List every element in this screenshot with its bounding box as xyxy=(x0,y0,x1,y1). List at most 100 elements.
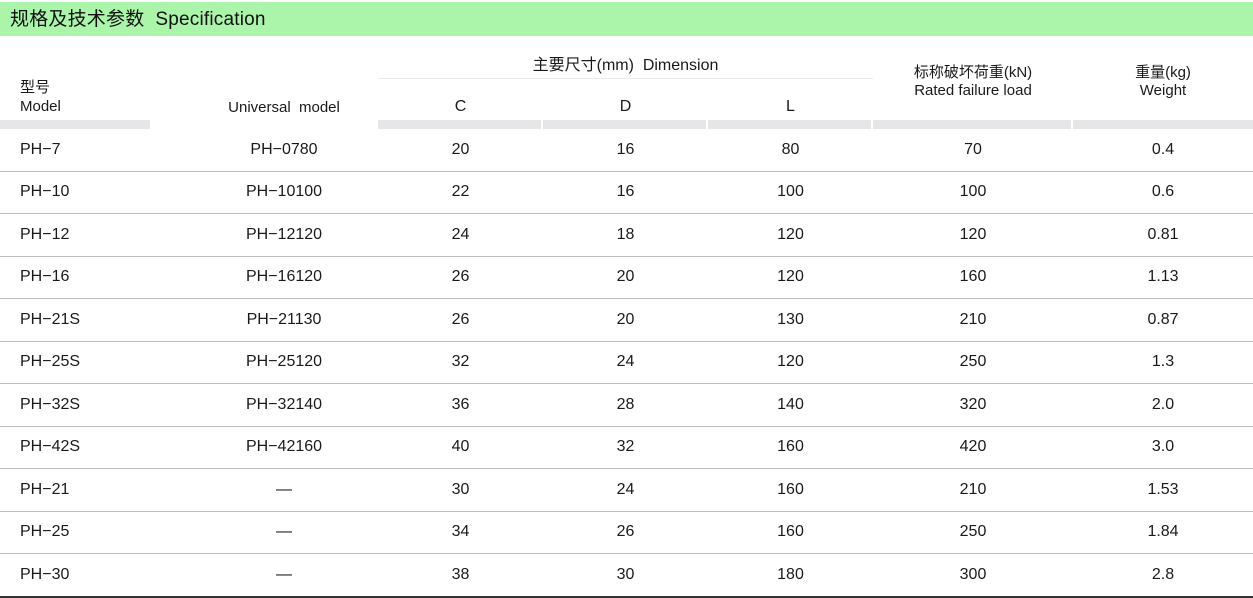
divider-segment-model xyxy=(0,120,190,129)
table-row: PH−32S PH−32140 36 28 140 320 2.0 xyxy=(0,383,1253,427)
column-header-universal: Universal model xyxy=(190,44,378,120)
cell-l: 100 xyxy=(708,171,874,214)
cell-c: 38 xyxy=(378,553,543,598)
header-divider-bar xyxy=(0,120,1253,129)
cell-universal: — xyxy=(190,511,378,554)
cell-weight: 0.81 xyxy=(1073,213,1253,257)
cell-model: PH−12 xyxy=(0,213,190,257)
cell-d: 24 xyxy=(543,341,708,384)
cell-universal: PH−25120 xyxy=(190,341,378,384)
cell-universal: — xyxy=(190,468,378,512)
cell-c: 30 xyxy=(378,468,543,512)
cell-model: PH−30 xyxy=(0,553,190,598)
cell-weight: 1.13 xyxy=(1073,256,1253,299)
column-header-d: D xyxy=(619,98,632,115)
table-row: PH−16 PH−16120 26 20 120 160 1.13 xyxy=(0,256,1253,299)
cell-c: 32 xyxy=(378,341,543,384)
cell-weight: 3.0 xyxy=(1073,426,1253,469)
cell-d: 32 xyxy=(543,426,708,469)
table-row: PH−25S PH−25120 32 24 120 250 1.3 xyxy=(0,341,1253,384)
header-sub-row: C D L xyxy=(0,79,1253,121)
cell-universal: PH−0780 xyxy=(190,129,378,172)
cell-c: 26 xyxy=(378,298,543,342)
cell-weight: 1.53 xyxy=(1073,468,1253,512)
cell-d: 18 xyxy=(543,213,708,257)
divider-segment-c xyxy=(378,120,543,129)
table-body: PH−7 PH−0780 20 16 80 70 0.4 PH−10 PH−10100 22 16 1… xyxy=(0,129,1253,598)
cell-c: 36 xyxy=(378,383,543,427)
cell-d: 20 xyxy=(543,298,708,342)
column-header-weight: 重量(kg) Weight xyxy=(1073,44,1253,120)
banner-title: 规格及技术参数 Specification xyxy=(10,8,266,30)
cell-load: 100 xyxy=(873,171,1074,214)
column-header-rated-failure-load: 标称破坏荷重(kN) Rated failure load xyxy=(873,44,1073,120)
column-header-weight-en: Weight xyxy=(1139,82,1187,99)
table-row: PH−30—38 30 180 300 2.8 xyxy=(0,553,1253,598)
cell-l: 180 xyxy=(708,553,874,598)
cell-weight: 0.87 xyxy=(1073,298,1253,342)
table-head: 型号 Model Universal model 主要尺寸(mm) Dimensi… xyxy=(0,44,1253,129)
cell-load: 420 xyxy=(873,426,1074,469)
cell-load: 300 xyxy=(873,553,1074,598)
cell-model: PH−21S xyxy=(0,298,190,342)
divider-segment-load xyxy=(873,120,1073,129)
cell-model: PH−10 xyxy=(0,171,190,214)
cell-c: 34 xyxy=(378,511,543,554)
column-header-model-cn: 型号 xyxy=(20,79,51,97)
cell-c: 24 xyxy=(378,213,543,257)
column-header-load-cn: 标称破坏荷重(kN) xyxy=(913,63,1033,81)
column-header-universal-en: Universal model xyxy=(228,99,340,116)
cell-d: 30 xyxy=(543,553,708,598)
cell-load: 320 xyxy=(873,383,1074,427)
cell-weight: 1.84 xyxy=(1073,511,1253,554)
cell-l: 160 xyxy=(708,511,874,554)
cell-l: 140 xyxy=(708,383,874,427)
cell-load: 120 xyxy=(873,213,1074,257)
cell-weight: 0.6 xyxy=(1073,171,1253,214)
cell-load: 250 xyxy=(873,511,1074,554)
column-header-l: L xyxy=(786,98,795,115)
divider-segment-d xyxy=(543,120,708,129)
cell-universal: — xyxy=(190,553,378,598)
cell-universal: PH−42160 xyxy=(190,426,378,469)
cell-l: 120 xyxy=(708,256,874,299)
cell-d: 28 xyxy=(543,383,708,427)
cell-model: PH−16 xyxy=(0,256,190,299)
cell-l: 120 xyxy=(708,341,874,384)
cell-load: 210 xyxy=(873,468,1074,512)
divider-segment-weight xyxy=(1073,120,1253,129)
cell-load: 210 xyxy=(873,298,1074,342)
column-header-model-en: Model xyxy=(20,97,61,115)
cell-universal: PH−32140 xyxy=(190,383,378,427)
cell-d: 20 xyxy=(543,256,708,299)
cell-l: 160 xyxy=(708,468,874,512)
cell-d: 24 xyxy=(543,468,708,512)
cell-model: PH−32S xyxy=(0,383,190,427)
divider-segment-l xyxy=(708,120,873,129)
divider-gap-universal xyxy=(190,120,378,129)
column-header-weight-cn: 重量(kg) xyxy=(1135,63,1191,81)
cell-c: 26 xyxy=(378,256,543,299)
cell-model: PH−21 xyxy=(0,468,190,512)
cell-universal: PH−21130 xyxy=(190,298,378,342)
cell-model: PH−25 xyxy=(0,511,190,554)
cell-universal: PH−16120 xyxy=(190,256,378,299)
cell-universal: PH−12120 xyxy=(190,213,378,257)
cell-load: 70 xyxy=(873,129,1074,172)
cell-c: 40 xyxy=(378,426,543,469)
column-group-header-dimension: 主要尺寸(mm) Dimension xyxy=(378,44,874,79)
cell-l: 80 xyxy=(708,129,874,172)
cell-model: PH−42S xyxy=(0,426,190,469)
specification-table: 型号 Model Universal model 主要尺寸(mm) Dimensi… xyxy=(0,44,1253,598)
cell-d: 16 xyxy=(543,129,708,172)
specification-banner: 规格及技术参数 Specification xyxy=(0,2,1253,36)
cell-c: 22 xyxy=(378,171,543,214)
cell-l: 130 xyxy=(708,298,874,342)
table-row: PH−10 PH−10100 22 16 100 100 0.6 xyxy=(0,171,1253,214)
cell-c: 20 xyxy=(378,129,543,172)
table-row: PH−21—30 24 160 210 1.53 xyxy=(0,468,1253,512)
cell-weight: 2.8 xyxy=(1073,553,1253,598)
column-header-load-en: Rated failure load xyxy=(914,82,1032,99)
table-row: PH−7 PH−0780 20 16 80 70 0.4 xyxy=(0,129,1253,172)
